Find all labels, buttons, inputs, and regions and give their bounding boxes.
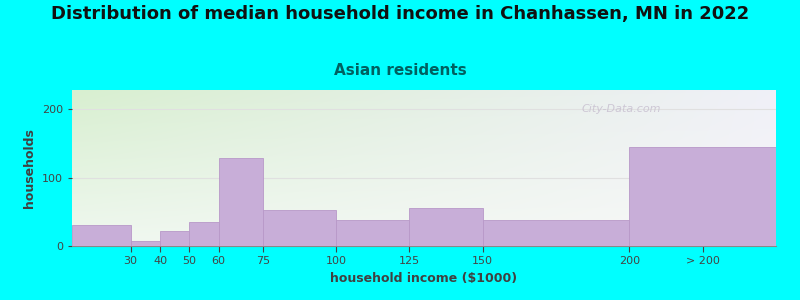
Y-axis label: households: households [23,128,36,208]
Bar [630,147,776,246]
X-axis label: household income ($1000): household income ($1000) [330,272,518,285]
Text: City-Data.com: City-Data.com [582,104,661,114]
Text: Asian residents: Asian residents [334,63,466,78]
Bar [218,158,262,246]
Bar [482,220,630,246]
Bar [336,220,410,246]
Bar [190,222,218,246]
Bar [262,210,336,246]
Text: Distribution of median household income in Chanhassen, MN in 2022: Distribution of median household income … [51,4,749,22]
Bar [72,226,130,246]
Bar [160,231,190,246]
Bar [410,208,482,246]
Bar [130,241,160,246]
